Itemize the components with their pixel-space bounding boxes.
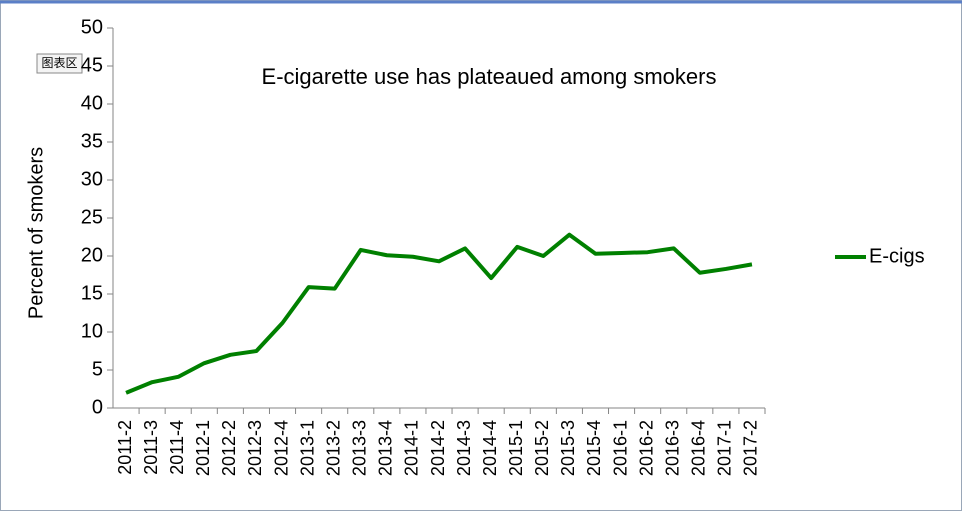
x-tick-label: 2012-4	[271, 420, 291, 476]
y-tick-label: 25	[81, 206, 103, 228]
y-tick-label: 0	[92, 396, 103, 418]
x-tick-label: 2016-1	[610, 420, 630, 476]
y-tick-label: 10	[81, 320, 103, 342]
y-tick-label: 45	[81, 54, 103, 76]
x-tick-label: 2017-1	[715, 420, 735, 476]
legend-label: E-cigs	[869, 245, 925, 267]
x-tick-label: 2011-3	[141, 420, 161, 475]
x-tick-label: 2015-1	[506, 420, 526, 476]
x-tick-label: 2013-2	[323, 420, 343, 476]
x-tick-label: 2017-2	[741, 420, 761, 476]
x-tick-label: 2012-1	[193, 420, 213, 476]
x-tick-label: 2015-2	[532, 420, 552, 476]
x-tick-label: 2012-2	[219, 420, 239, 476]
y-axis-label: Percent of smokers	[25, 147, 47, 319]
y-tick-label: 15	[81, 282, 103, 304]
x-tick-label: 2016-2	[636, 420, 656, 476]
x-tick-label: 2015-4	[584, 420, 604, 476]
chart-title: E-cigarette use has plateaued among smok…	[262, 64, 717, 89]
y-tick-label: 5	[92, 358, 103, 380]
y-tick-label: 50	[81, 16, 103, 38]
x-tick-label: 2013-1	[297, 420, 317, 476]
x-tick-label: 2014-2	[428, 420, 448, 476]
y-tick-label: 40	[81, 92, 103, 114]
x-tick-label: 2014-4	[480, 420, 500, 476]
x-tick-label: 2011-2	[115, 420, 135, 475]
tooltip-box	[36, 53, 83, 74]
x-tick-label: 2015-3	[558, 420, 578, 476]
x-tick-label: 2014-3	[454, 420, 474, 476]
x-tick-label: 2013-4	[376, 420, 396, 476]
x-tick-label: 2013-3	[350, 420, 370, 476]
y-tick-label: 30	[81, 168, 103, 190]
y-tick-label: 20	[81, 244, 103, 266]
x-tick-label: 2014-1	[402, 420, 422, 476]
x-tick-label: 2011-4	[167, 420, 187, 475]
tooltip: 图表区	[36, 53, 83, 74]
x-tick-label: 2016-3	[662, 420, 682, 476]
y-tick-label: 35	[81, 130, 103, 152]
x-tick-label: 2016-4	[689, 420, 709, 476]
tooltip-text: 图表区	[41, 56, 77, 70]
line-series	[125, 232, 753, 395]
x-tick-label: 2012-3	[245, 420, 265, 476]
